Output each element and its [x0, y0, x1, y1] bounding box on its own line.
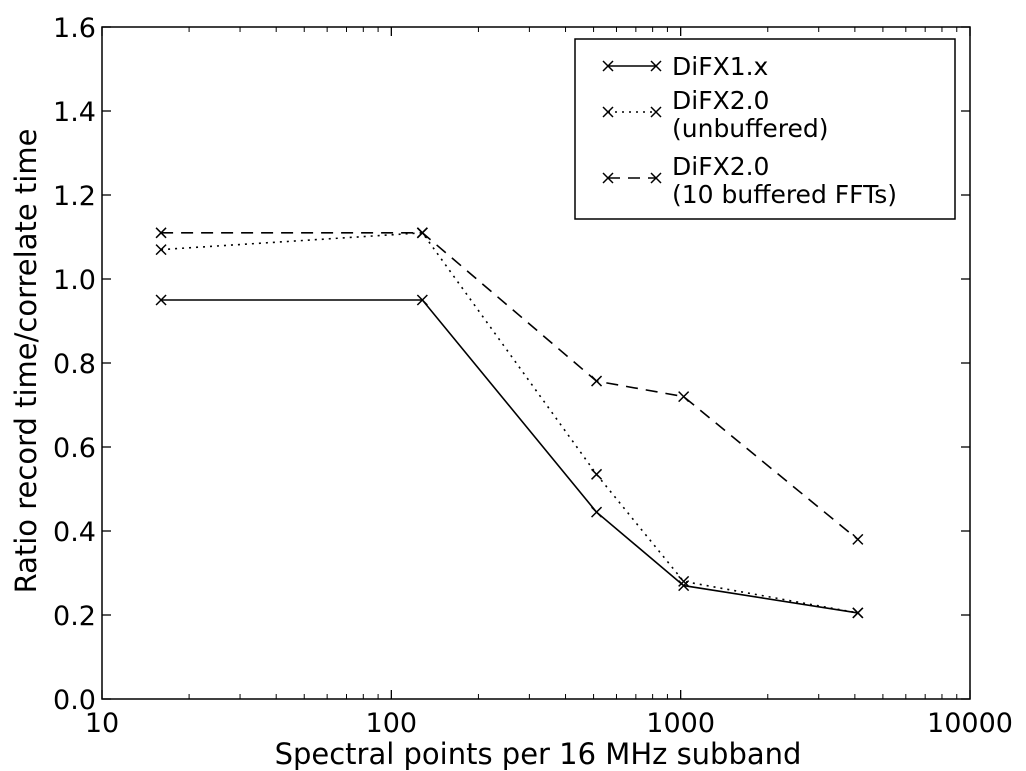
legend-marker [650, 172, 662, 184]
y-tick-label: 0.8 [53, 349, 96, 380]
data-point [591, 468, 603, 480]
data-point [591, 506, 603, 518]
data-point [591, 375, 603, 387]
series-line-2 [161, 231, 858, 614]
series-2 [155, 227, 864, 619]
data-point [416, 294, 428, 306]
data-point [852, 607, 864, 619]
data-point [678, 575, 690, 587]
legend-box [574, 38, 956, 220]
legend-label: DiFX2.0 [672, 152, 769, 181]
y-tick-label: 1.6 [53, 13, 96, 44]
y-tick-label: 1.4 [53, 97, 96, 128]
y-tick-label: 0.0 [53, 685, 96, 716]
legend-label: DiFX2.0 [672, 86, 769, 115]
x-tick-label: 10 [85, 708, 119, 739]
legend-marker [602, 106, 614, 118]
series-3 [155, 227, 864, 545]
data-point [678, 391, 690, 403]
y-tick-label: 0.6 [53, 433, 96, 464]
x-tick-label: 1000 [646, 708, 715, 739]
y-tick-label: 1.0 [53, 265, 96, 296]
series-layer [155, 227, 864, 619]
legend-entry-2: DiFX2.0(unbuffered) [602, 86, 829, 143]
y-axis-label: Ratio record time/correlate time [9, 129, 43, 594]
legend-marker [602, 60, 614, 72]
y-tick-label: 0.2 [53, 601, 96, 632]
legend-label: (10 buffered FFTs) [672, 180, 897, 209]
legend-marker [650, 60, 662, 72]
x-axis-label: Spectral points per 16 MHz subband [275, 737, 802, 771]
series-line-3 [161, 232, 859, 541]
legend-marker [650, 106, 662, 118]
series-1 [155, 294, 864, 619]
data-point [155, 294, 167, 306]
legend-entry-1: DiFX1.x [602, 52, 768, 81]
legend-marker [602, 172, 614, 184]
legend-label: (unbuffered) [672, 114, 829, 143]
y-tick-label: 0.4 [53, 517, 96, 548]
legend-label: DiFX1.x [672, 52, 768, 81]
axes-layer: 10 100 1000 10000 0.0 0.2 0.4 0.6 0.8 1.0 1.2 1.4 1.… [53, 13, 1013, 739]
x-tick-label: 100 [366, 708, 418, 739]
data-point [155, 227, 167, 239]
series-line-1 [161, 299, 858, 614]
data-point [155, 244, 167, 256]
legend-entry-3: DiFX2.0(10 buffered FFTs) [602, 152, 897, 209]
y-tick-label: 1.2 [53, 181, 96, 212]
x-tick-label: 10000 [927, 708, 1013, 739]
data-point [852, 533, 864, 545]
data-point [416, 227, 428, 239]
